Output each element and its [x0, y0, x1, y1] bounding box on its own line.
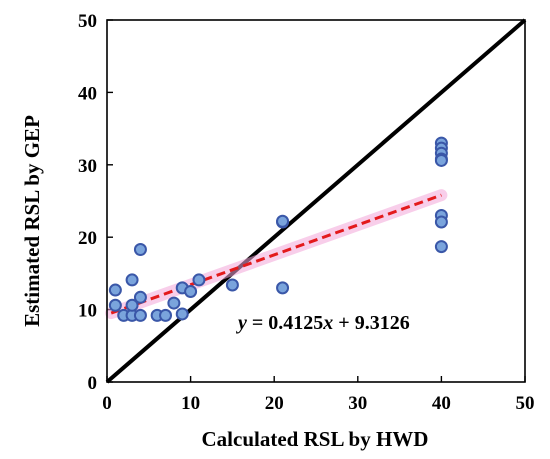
- x-tick-label: 30: [348, 393, 367, 414]
- scatter-point: [225, 278, 239, 292]
- scatter-point: [175, 307, 189, 321]
- scatter-point: [125, 273, 139, 287]
- scatter-point: [434, 215, 448, 229]
- x-axis-title: Calculated RSL by HWD: [202, 427, 429, 451]
- scatter-point: [108, 283, 122, 297]
- y-tick-label: 20: [78, 228, 97, 249]
- scatter-point: [434, 153, 448, 167]
- trendline: [110, 193, 442, 315]
- x-tick-label: 20: [265, 393, 284, 414]
- scatter-point: [133, 308, 147, 322]
- x-tick-label: 10: [181, 393, 200, 414]
- scatter-point: [192, 273, 206, 287]
- scatter-point: [125, 298, 139, 312]
- scatter-point: [184, 285, 198, 298]
- scatter-point: [276, 281, 290, 295]
- y-tick-label: 50: [78, 11, 97, 32]
- y-tick-label: 40: [78, 83, 97, 104]
- y-axis-title: Estimated RSL by GEP: [20, 115, 44, 327]
- x-tick-label: 50: [516, 393, 535, 414]
- chart-lines: [105, 18, 527, 384]
- scatter-points: [108, 136, 448, 322]
- x-tick-label: 40: [432, 393, 451, 414]
- y-tick-label: 30: [78, 156, 97, 177]
- scatter-point: [108, 298, 122, 312]
- trendline-equation: y = 0.4125x + 9.3126: [236, 312, 410, 334]
- scatter-point: [167, 296, 181, 310]
- scatter-point: [133, 290, 147, 304]
- plot-frame: [106, 19, 526, 383]
- scatter-point: [159, 308, 173, 322]
- y-tick-label: 0: [88, 373, 98, 394]
- scatter-point: [434, 240, 448, 254]
- reference-line: [105, 18, 527, 384]
- y-tick-label: 10: [78, 301, 97, 322]
- scatter-point: [276, 214, 290, 228]
- x-tick-label: 0: [102, 393, 112, 414]
- scatter-point: [133, 243, 147, 257]
